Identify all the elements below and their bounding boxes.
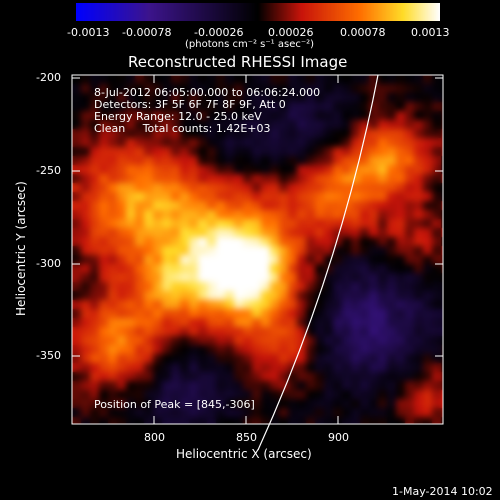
colorbar-tick-1: -0.0013: [67, 26, 110, 39]
colorbar-tick-4: 0.00026: [268, 26, 314, 39]
plot-title: Reconstructed RHESSI Image: [128, 53, 348, 71]
x-tick-label-1: 800: [144, 431, 165, 444]
peak-position: Position of Peak = [845,-306]: [94, 398, 255, 411]
info-detectors: Detectors: 3F 5F 6F 7F 8F 9F, Att 0: [94, 98, 286, 111]
info-energy-range: Energy Range: 12.0 - 25.0 keV: [94, 110, 262, 123]
y-tick-label-2: -250: [36, 164, 61, 177]
rhessi-image: [72, 75, 443, 424]
colorbar-tick-3: -0.00026: [194, 26, 244, 39]
plot-frame: [71, 74, 444, 425]
colorbar-tick-6: 0.0013: [411, 26, 450, 39]
footer-date: 1-May-2014 10:02: [392, 485, 493, 498]
y-axis-label: Heliocentric Y (arcsec): [14, 181, 28, 316]
colorbar-unit-label: (photons cm⁻² s⁻¹ asec⁻²): [185, 39, 315, 50]
x-tick-label-2: 850: [236, 431, 257, 444]
y-tick-label-1: -200: [36, 71, 61, 84]
info-time-range: 8-Jul-2012 06:05:00.000 to 06:06:24.000: [94, 86, 321, 99]
y-ticks: [72, 77, 443, 357]
colorbar: [76, 3, 440, 21]
solar-limb: [257, 74, 379, 451]
y-tick-label-3: -300: [36, 257, 61, 270]
info-clean-counts: Clean Total counts: 1.42E+03: [94, 122, 271, 135]
x-tick-label-3: 900: [328, 431, 349, 444]
colorbar-tick-5: 0.00078: [340, 26, 386, 39]
x-axis-label: Heliocentric X (arcsec): [176, 447, 312, 461]
y-tick-label-4: -350: [36, 349, 61, 362]
colorbar-tick-2: -0.00078: [122, 26, 172, 39]
x-ticks: [153, 75, 339, 424]
